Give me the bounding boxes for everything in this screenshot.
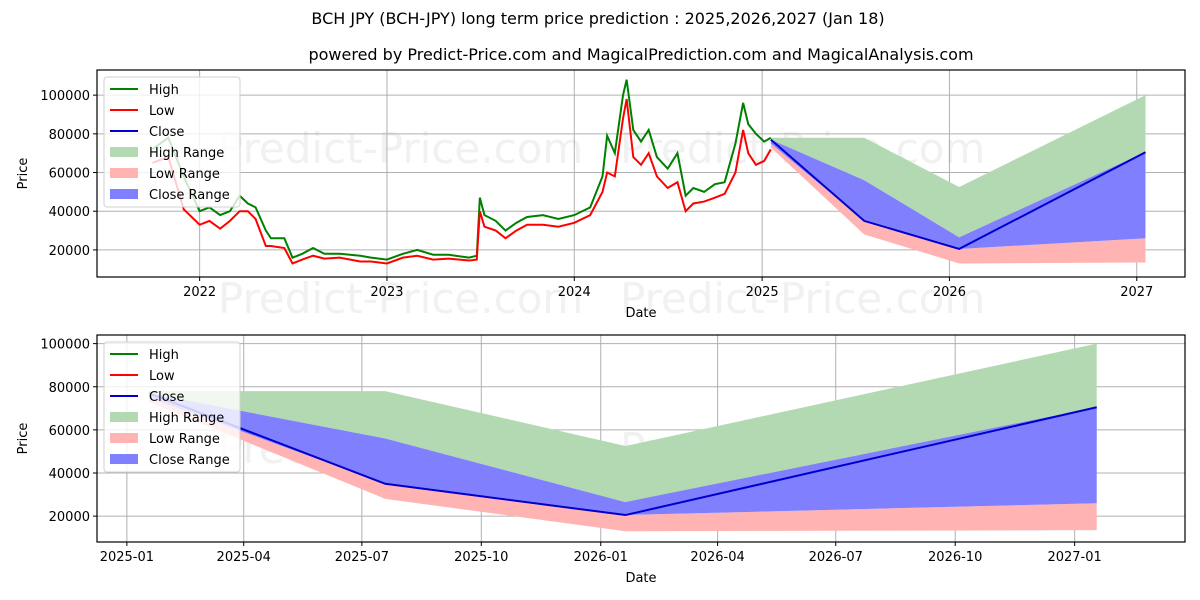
x-tick-label: 2025-01 [100,550,154,565]
legend-label: Low [149,104,175,119]
legend-label: Low Range [149,167,220,182]
x-tick-label: 2023 [370,285,403,300]
y-tick-label: 100000 [40,338,90,353]
low-range-swatch-icon [110,433,138,443]
chart-title: BCH JPY (BCH-JPY) long term price predic… [311,9,885,28]
close-forecast-line [148,392,1097,517]
watermark-text: Predict-Price.com [218,124,583,173]
close-range-band [770,139,1146,249]
x-tick-label: 2022 [183,285,216,300]
legend-label: Low Range [149,432,220,447]
high-price-line [151,79,772,261]
x-tick-label: 2026-10 [928,550,982,565]
y-tick-label: 60000 [49,424,90,439]
y-axis-label: Price [16,423,31,455]
legend-label: Close Range [149,188,230,203]
legend-label: Close Range [149,453,230,468]
y-tick-label: 40000 [49,467,90,482]
y-tick-label: 80000 [49,381,90,396]
legend-label: Close [149,125,184,140]
close-forecast-line [770,138,1146,251]
low-price-line [152,98,772,265]
axes-frame [96,69,1186,278]
low-range-band [770,143,1146,264]
x-tick-label: 2026-01 [574,550,628,565]
high-range-swatch-icon [110,147,138,157]
low-range-band [148,397,1097,532]
legend-label: High [149,348,179,363]
x-tick-label: 2026-07 [809,550,863,565]
legend-label: Close [149,390,184,405]
y-tick-label: 80000 [49,128,90,143]
close-range-swatch-icon [110,189,138,199]
y-tick-label: 40000 [49,205,90,220]
chart-subtitle: powered by Predict-Price.com and Magical… [308,45,974,64]
x-tick-label: 2026-04 [690,550,744,565]
legend-label: Low [149,369,175,384]
legend-label: High Range [149,146,224,161]
y-tick-label: 100000 [40,89,90,104]
x-tick-label: 2027-01 [1047,550,1101,565]
close-range-band [148,393,1097,516]
close-range-swatch-icon [110,454,138,464]
watermark-text: Predict-Price.com [218,274,583,323]
axes-frame [96,334,1186,543]
y-tick-label: 20000 [49,510,90,525]
x-axis-label: Date [625,306,656,321]
watermark-text: Predict-Price.com [620,274,985,323]
low-range-swatch-icon [110,168,138,178]
legend: High Low Close High Range Low Range Close Ran… [103,76,241,208]
x-axis-label: Date [625,571,656,586]
legend-label: High Range [149,411,224,426]
x-tick-label: 2025-04 [217,550,271,565]
x-tick-label: 2025-07 [335,550,389,565]
y-tick-label: 60000 [49,167,90,182]
x-tick-label: 2024 [558,285,591,300]
x-tick-label: 2025-10 [454,550,508,565]
x-tick-label: 2025 [746,285,779,300]
high-range-swatch-icon [110,412,138,422]
x-tick-label: 2027 [1120,285,1153,300]
legend: High Low Close High Range Low Range Close Ran… [103,341,241,473]
y-tick-label: 20000 [49,244,90,259]
legend-label: High [149,83,179,98]
y-axis-label: Price [16,158,31,190]
x-tick-label: 2026 [933,285,966,300]
